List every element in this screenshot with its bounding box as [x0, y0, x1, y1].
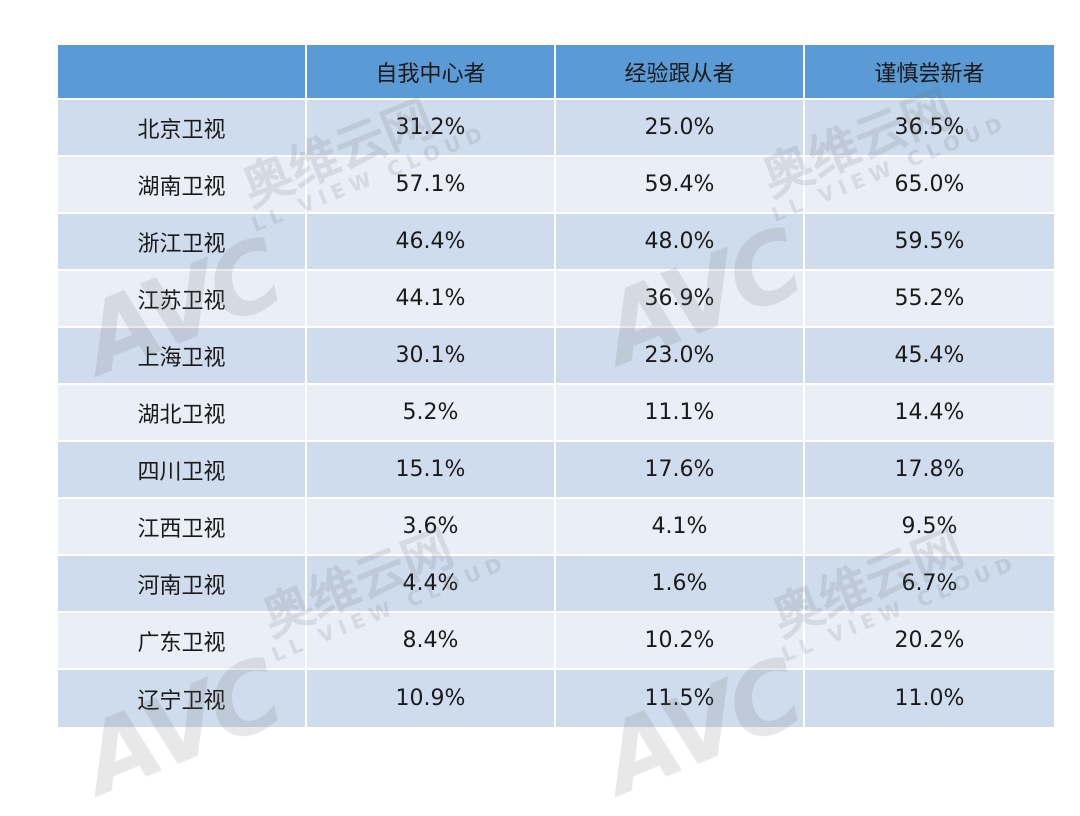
value-cell: 44.1%: [307, 271, 556, 328]
value-cell: 4.1%: [556, 499, 805, 556]
value-cell: 31.2%: [307, 100, 556, 157]
table-row: 河南卫视 4.4% 1.6% 6.7%: [58, 556, 1054, 613]
value-cell: 10.9%: [307, 670, 556, 727]
value-cell: 11.1%: [556, 385, 805, 442]
table-row: 四川卫视 15.1% 17.6% 17.8%: [58, 442, 1054, 499]
value-cell: 1.6%: [556, 556, 805, 613]
channel-name-cell: 四川卫视: [58, 442, 307, 499]
table-body: 北京卫视 31.2% 25.0% 36.5% 湖南卫视 57.1% 59.4% …: [58, 100, 1054, 727]
table-row: 广东卫视 8.4% 10.2% 20.2%: [58, 613, 1054, 670]
header-row: 自我中心者 经验跟从者 谨慎尝新者: [58, 45, 1054, 100]
channel-name-cell: 河南卫视: [58, 556, 307, 613]
header-cell-self-centered: 自我中心者: [307, 45, 556, 100]
channel-name-cell: 浙江卫视: [58, 214, 307, 271]
value-cell: 23.0%: [556, 328, 805, 385]
value-cell: 25.0%: [556, 100, 805, 157]
channel-name-cell: 北京卫视: [58, 100, 307, 157]
table-row: 江苏卫视 44.1% 36.9% 55.2%: [58, 271, 1054, 328]
value-cell: 20.2%: [805, 613, 1054, 670]
value-cell: 5.2%: [307, 385, 556, 442]
header-cell-experience-follower: 经验跟从者: [556, 45, 805, 100]
value-cell: 11.0%: [805, 670, 1054, 727]
value-cell: 14.4%: [805, 385, 1054, 442]
value-cell: 10.2%: [556, 613, 805, 670]
header-cell-empty: [58, 45, 307, 100]
value-cell: 3.6%: [307, 499, 556, 556]
data-table: 自我中心者 经验跟从者 谨慎尝新者 北京卫视 31.2% 25.0% 36.5%…: [58, 45, 1054, 727]
value-cell: 55.2%: [805, 271, 1054, 328]
channel-name-cell: 辽宁卫视: [58, 670, 307, 727]
value-cell: 59.5%: [805, 214, 1054, 271]
table-row: 北京卫视 31.2% 25.0% 36.5%: [58, 100, 1054, 157]
table-row: 辽宁卫视 10.9% 11.5% 11.0%: [58, 670, 1054, 727]
channel-name-cell: 湖北卫视: [58, 385, 307, 442]
table-row: 湖南卫视 57.1% 59.4% 65.0%: [58, 157, 1054, 214]
value-cell: 4.4%: [307, 556, 556, 613]
value-cell: 36.9%: [556, 271, 805, 328]
channel-name-cell: 广东卫视: [58, 613, 307, 670]
value-cell: 48.0%: [556, 214, 805, 271]
table-row: 江西卫视 3.6% 4.1% 9.5%: [58, 499, 1054, 556]
table-header: 自我中心者 经验跟从者 谨慎尝新者: [58, 45, 1054, 100]
channel-name-cell: 湖南卫视: [58, 157, 307, 214]
header-cell-cautious-trier: 谨慎尝新者: [805, 45, 1054, 100]
value-cell: 65.0%: [805, 157, 1054, 214]
table-row: 上海卫视 30.1% 23.0% 45.4%: [58, 328, 1054, 385]
value-cell: 17.8%: [805, 442, 1054, 499]
value-cell: 15.1%: [307, 442, 556, 499]
value-cell: 17.6%: [556, 442, 805, 499]
value-cell: 45.4%: [805, 328, 1054, 385]
value-cell: 9.5%: [805, 499, 1054, 556]
channel-name-cell: 江西卫视: [58, 499, 307, 556]
value-cell: 6.7%: [805, 556, 1054, 613]
table-row: 湖北卫视 5.2% 11.1% 14.4%: [58, 385, 1054, 442]
value-cell: 36.5%: [805, 100, 1054, 157]
value-cell: 59.4%: [556, 157, 805, 214]
channel-name-cell: 上海卫视: [58, 328, 307, 385]
value-cell: 57.1%: [307, 157, 556, 214]
table-row: 浙江卫视 46.4% 48.0% 59.5%: [58, 214, 1054, 271]
channel-name-cell: 江苏卫视: [58, 271, 307, 328]
value-cell: 11.5%: [556, 670, 805, 727]
value-cell: 30.1%: [307, 328, 556, 385]
value-cell: 46.4%: [307, 214, 556, 271]
value-cell: 8.4%: [307, 613, 556, 670]
